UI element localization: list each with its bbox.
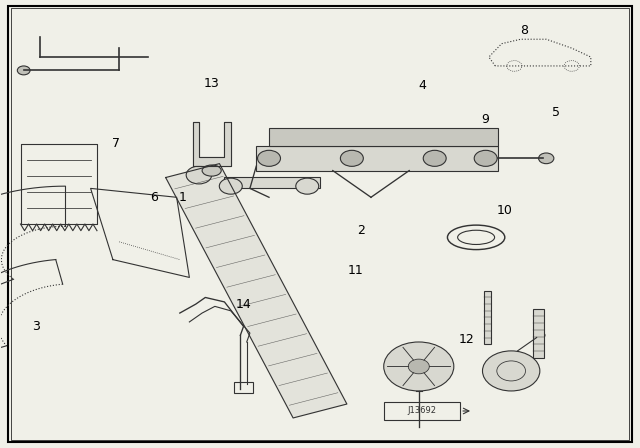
Bar — [384, 402, 460, 420]
Text: 12: 12 — [459, 333, 474, 346]
Circle shape — [220, 178, 243, 194]
Text: 2: 2 — [358, 224, 365, 237]
Text: 7: 7 — [112, 138, 120, 151]
Circle shape — [539, 153, 554, 164]
Bar — [534, 309, 543, 358]
Bar — [234, 382, 253, 393]
Text: 1: 1 — [179, 191, 187, 204]
Text: 11: 11 — [347, 264, 363, 277]
Circle shape — [483, 351, 540, 391]
Circle shape — [186, 166, 212, 184]
Text: 6: 6 — [150, 191, 158, 204]
Bar — [269, 128, 499, 146]
Text: 9: 9 — [482, 113, 490, 126]
Text: 5: 5 — [552, 106, 560, 119]
Circle shape — [535, 332, 545, 339]
Text: J13692: J13692 — [408, 406, 436, 415]
Text: 4: 4 — [418, 79, 426, 92]
Circle shape — [474, 151, 497, 166]
Circle shape — [296, 178, 319, 194]
Circle shape — [423, 151, 446, 166]
Circle shape — [17, 66, 30, 75]
Circle shape — [257, 151, 280, 166]
Bar — [256, 146, 499, 171]
Circle shape — [408, 359, 429, 374]
Polygon shape — [166, 164, 347, 418]
Circle shape — [384, 342, 454, 391]
Ellipse shape — [458, 230, 495, 245]
Text: 13: 13 — [204, 77, 220, 90]
Text: 10: 10 — [497, 204, 513, 217]
Ellipse shape — [202, 165, 221, 176]
Text: 14: 14 — [236, 297, 252, 310]
Polygon shape — [193, 121, 231, 166]
Bar — [225, 177, 320, 188]
Text: 8: 8 — [520, 24, 528, 37]
Bar — [484, 291, 492, 344]
Text: 3: 3 — [33, 320, 40, 333]
Circle shape — [340, 151, 364, 166]
